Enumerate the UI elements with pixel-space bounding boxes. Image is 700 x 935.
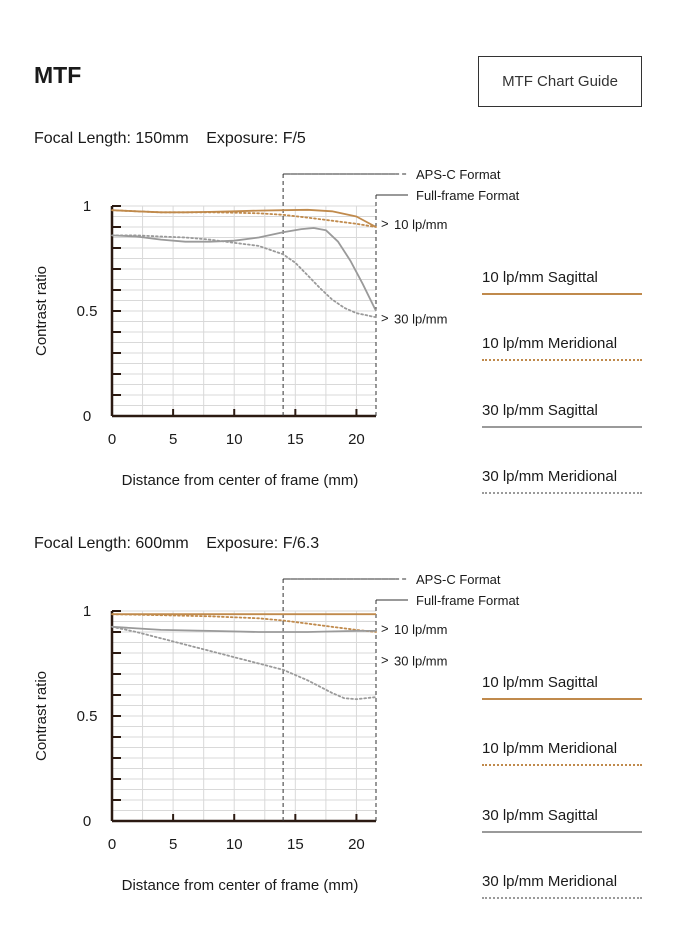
x-tick-label: 10 [226, 431, 243, 448]
y-tick-label: 0.5 [77, 303, 98, 320]
legend-label: 10 lp/mm Meridional [482, 335, 618, 352]
legend-label: 30 lp/mm Meridional [482, 468, 618, 485]
annotation-arrow: > [381, 621, 389, 636]
series-line [111, 234, 377, 319]
mtf-chart-600mm: 0 5 10 15 20 0 0.5 1 Distance from center of fra… [33, 572, 520, 894]
series-line [111, 227, 377, 312]
mtf-chart-150mm: 0 5 10 15 20 0 0.5 1 Distance from center of fra… [33, 167, 520, 489]
x-tick-label: 5 [169, 836, 177, 853]
legend-item: 10 lp/mm Sagittal [482, 674, 642, 704]
legend-swatch [482, 293, 642, 295]
format-marker-label: APS-C Format [416, 572, 501, 587]
legend-item: 30 lp/mm Sagittal [482, 807, 642, 837]
annotation-label: 30 lp/mm [394, 653, 447, 668]
legend-swatch [482, 764, 642, 766]
x-axis-label: Distance from center of frame (mm) [122, 472, 359, 489]
exposure-label: Exposure: F/5 [206, 130, 306, 147]
annotation-arrow: > [381, 310, 389, 325]
legend-item: 30 lp/mm Sagittal [482, 402, 642, 432]
series-line [111, 625, 376, 633]
legend-item: 10 lp/mm Meridional [482, 740, 642, 770]
legend-swatch [482, 831, 642, 833]
annotation-label: 10 lp/mm [394, 622, 447, 637]
format-marker-label: Full-frame Format [416, 593, 520, 608]
annotation-arrow: > [381, 652, 389, 667]
x-tick-label: 15 [287, 431, 304, 448]
series-line [111, 209, 377, 228]
annotation-label: 30 lp/mm [394, 311, 447, 326]
page-title: MTF [34, 62, 82, 88]
y-tick-label: 0 [83, 408, 91, 425]
focal-length-label: Focal Length: 600mm [34, 535, 189, 552]
legend-swatch [482, 698, 642, 700]
legend-label: 30 lp/mm Sagittal [482, 402, 598, 419]
legend-item: 30 lp/mm Meridional [482, 873, 642, 903]
y-tick-label: 0.5 [77, 708, 98, 725]
exposure-label: Exposure: F/6.3 [206, 535, 320, 552]
x-axis-label: Distance from center of frame (mm) [122, 877, 359, 894]
mtf-section-150mm: Focal Length: 150mm Exposure: F/5 0 5 10 15… [0, 130, 700, 530]
legend-item: 10 lp/mm Meridional [482, 335, 642, 365]
legend-label: 10 lp/mm Sagittal [482, 269, 598, 286]
x-tick-label: 5 [169, 431, 177, 448]
series-line [111, 613, 377, 633]
x-tick-label: 15 [287, 836, 304, 853]
legend-swatch [482, 492, 642, 494]
legend-label: 10 lp/mm Sagittal [482, 674, 598, 691]
x-tick-label: 20 [348, 431, 365, 448]
section-caption: Focal Length: 150mm Exposure: F/5 [34, 130, 319, 148]
focal-length-label: Focal Length: 150mm [34, 130, 189, 147]
x-tick-label: 0 [108, 431, 116, 448]
legend-label: 30 lp/mm Meridional [482, 873, 618, 890]
y-axis-label: Contrast ratio [33, 671, 50, 761]
format-marker-label: Full-frame Format [416, 188, 520, 203]
mtf-section-600mm: Focal Length: 600mm Exposure: F/6.3 0 5 10… [0, 535, 700, 935]
y-tick-label: 1 [83, 603, 91, 620]
series-line [111, 625, 377, 701]
legend-swatch [482, 359, 642, 361]
legend-label: 10 lp/mm Meridional [482, 740, 618, 757]
legend-item: 10 lp/mm Sagittal [482, 269, 642, 299]
mtf-chart-guide-button[interactable]: MTF Chart Guide [478, 56, 642, 107]
y-tick-label: 0 [83, 813, 91, 830]
annotation-arrow: > [381, 216, 389, 231]
y-axis-label: Contrast ratio [33, 266, 50, 356]
legend-item: 30 lp/mm Meridional [482, 468, 642, 498]
format-marker-label: APS-C Format [416, 167, 501, 182]
x-tick-label: 10 [226, 836, 243, 853]
legend-label: 30 lp/mm Sagittal [482, 807, 598, 824]
x-tick-label: 20 [348, 836, 365, 853]
legend-swatch [482, 897, 642, 899]
section-caption: Focal Length: 600mm Exposure: F/6.3 [34, 535, 332, 553]
annotation-label: 10 lp/mm [394, 217, 447, 232]
legend-swatch [482, 426, 642, 428]
x-tick-label: 0 [108, 836, 116, 853]
y-tick-label: 1 [83, 198, 91, 215]
format-marker-line [282, 578, 396, 821]
